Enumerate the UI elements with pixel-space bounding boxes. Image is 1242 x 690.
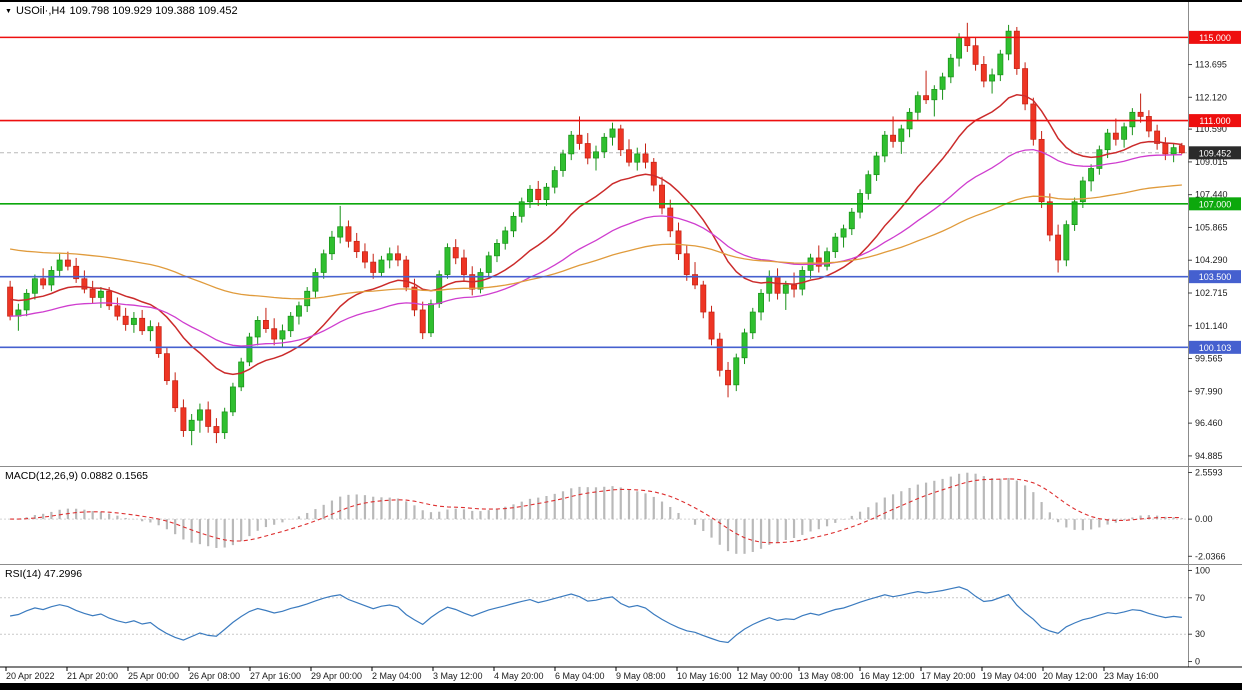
symbol-period-label: USOil·,H4 bbox=[15, 5, 66, 17]
svg-text:94.885: 94.885 bbox=[1195, 451, 1223, 461]
svg-text:112.120: 112.120 bbox=[1195, 92, 1227, 102]
rsi-panel[interactable]: 100 70 30 0 bbox=[0, 565, 1210, 667]
rsi-line bbox=[9, 586, 1182, 644]
svg-text:4 May 20:00: 4 May 20:00 bbox=[494, 671, 544, 681]
price-level-label bbox=[1189, 30, 1241, 44]
svg-text:102.715: 102.715 bbox=[1195, 288, 1228, 298]
svg-text:100: 100 bbox=[1195, 565, 1210, 575]
svg-text:99.565: 99.565 bbox=[1195, 354, 1223, 364]
main-chart-panel[interactable] bbox=[0, 22, 1188, 446]
macd-indicator-label: MACD(12,26,9) 0.0882 0.1565 bbox=[5, 470, 149, 482]
svg-text:101.140: 101.140 bbox=[1195, 321, 1228, 331]
price-level-label bbox=[1189, 146, 1241, 160]
svg-text:96.460: 96.460 bbox=[1195, 418, 1223, 428]
svg-text:3 May 12:00: 3 May 12:00 bbox=[433, 671, 483, 681]
svg-text:0: 0 bbox=[1195, 657, 1200, 667]
svg-text:9 May 08:00: 9 May 08:00 bbox=[616, 671, 666, 681]
svg-text:2 May 04:00: 2 May 04:00 bbox=[372, 671, 422, 681]
svg-text:10 May 16:00: 10 May 16:00 bbox=[677, 671, 732, 681]
svg-text:110.590: 110.590 bbox=[1195, 124, 1227, 134]
svg-text:20 Apr 2022: 20 Apr 2022 bbox=[6, 671, 55, 681]
svg-text:109.452: 109.452 bbox=[1199, 148, 1232, 158]
rsi-indicator-label: RSI(14) 47.2996 bbox=[5, 568, 83, 580]
svg-text:16 May 12:00: 16 May 12:00 bbox=[860, 671, 915, 681]
panel-separators bbox=[0, 2, 1242, 667]
svg-text:104.290: 104.290 bbox=[1195, 255, 1228, 265]
svg-text:113.695: 113.695 bbox=[1195, 60, 1227, 70]
price-level-label bbox=[1189, 340, 1241, 354]
svg-text:97.990: 97.990 bbox=[1195, 386, 1223, 396]
svg-text:30: 30 bbox=[1195, 629, 1205, 639]
svg-text:25 Apr 00:00: 25 Apr 00:00 bbox=[128, 671, 179, 681]
svg-text:17 May 20:00: 17 May 20:00 bbox=[921, 671, 976, 681]
horizontal-level-lines bbox=[0, 36, 1188, 349]
svg-text:70: 70 bbox=[1195, 593, 1205, 603]
price-level-label bbox=[1189, 114, 1241, 128]
svg-text:27 Apr 16:00: 27 Apr 16:00 bbox=[250, 671, 301, 681]
svg-text:111.000: 111.000 bbox=[1199, 116, 1230, 126]
symbol-dropdown-icon[interactable]: ▼ bbox=[5, 7, 12, 15]
svg-text:103.500: 103.500 bbox=[1199, 272, 1232, 282]
svg-text:115.000: 115.000 bbox=[1199, 33, 1231, 43]
svg-text:21 Apr 20:00: 21 Apr 20:00 bbox=[67, 671, 118, 681]
moving-average-lines bbox=[9, 94, 1182, 376]
svg-text:107.000: 107.000 bbox=[1199, 199, 1232, 209]
time-axis[interactable]: 20 Apr 2022 21 Apr 20:00 25 Apr 00:00 26 Ap… bbox=[0, 666, 1242, 681]
ohlc-readout: 109.798 109.929 109.388 109.452 bbox=[69, 5, 238, 17]
candles-layer bbox=[7, 22, 1185, 446]
svg-text:23 May 16:00: 23 May 16:00 bbox=[1104, 671, 1159, 681]
price-axis[interactable]: 113.695 112.120 110.590 109.015 107.440 105.8… bbox=[1188, 30, 1241, 461]
ma-line-18 bbox=[10, 94, 1182, 376]
svg-text:26 Apr 08:00: 26 Apr 08:00 bbox=[189, 671, 240, 681]
chart-header: ▼ USOil·,H4 109.798 109.929 109.388 109.… bbox=[5, 5, 238, 17]
svg-text:2.5593: 2.5593 bbox=[1195, 467, 1223, 477]
svg-text:0.00: 0.00 bbox=[1195, 514, 1213, 524]
price-level-label bbox=[1189, 270, 1241, 284]
svg-text:109.015: 109.015 bbox=[1195, 157, 1228, 167]
macd-signal-line bbox=[10, 478, 1182, 544]
svg-text:19 May 04:00: 19 May 04:00 bbox=[982, 671, 1037, 681]
price-level-label bbox=[1189, 197, 1241, 211]
svg-text:20 May 12:00: 20 May 12:00 bbox=[1043, 671, 1098, 681]
svg-text:6 May 04:00: 6 May 04:00 bbox=[555, 671, 605, 681]
svg-text:100.103: 100.103 bbox=[1199, 343, 1232, 353]
svg-text:29 Apr 00:00: 29 Apr 00:00 bbox=[311, 671, 362, 681]
macd-panel[interactable]: 2.5593 0.00 -2.0366 bbox=[0, 467, 1226, 561]
ma-line-90 bbox=[9, 184, 1182, 300]
svg-text:13 May 08:00: 13 May 08:00 bbox=[799, 671, 854, 681]
svg-text:105.865: 105.865 bbox=[1195, 222, 1228, 232]
svg-text:12 May 00:00: 12 May 00:00 bbox=[738, 671, 793, 681]
macd-histogram bbox=[17, 472, 1183, 554]
svg-text:107.440: 107.440 bbox=[1195, 190, 1228, 200]
svg-text:-2.0366: -2.0366 bbox=[1195, 551, 1226, 561]
ma-line-42 bbox=[10, 148, 1182, 347]
